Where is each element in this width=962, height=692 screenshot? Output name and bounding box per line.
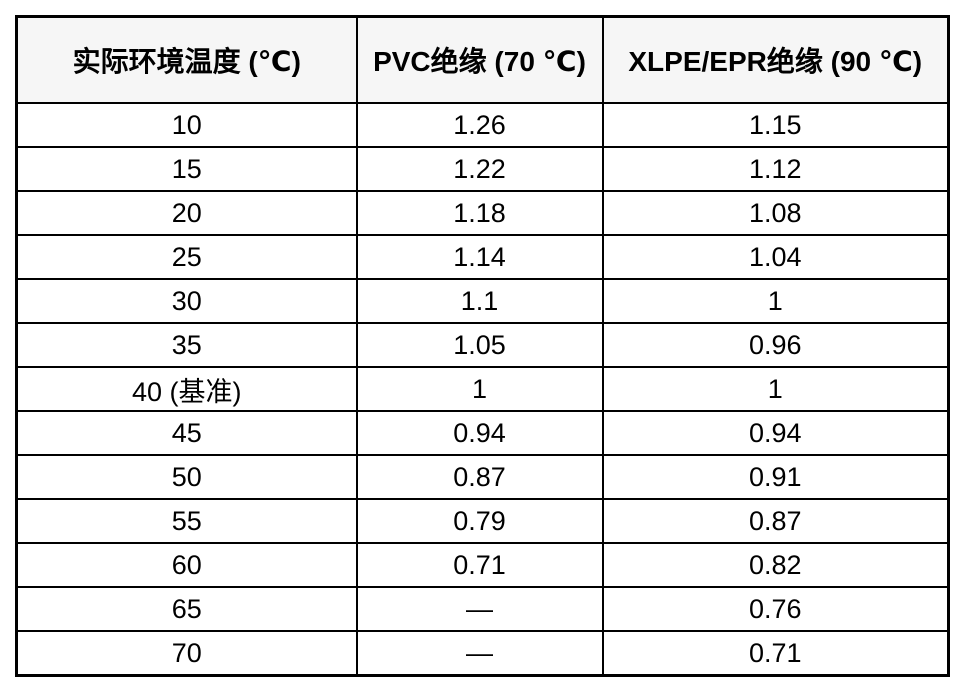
cell-pvc-factor: 1.22: [355, 146, 604, 192]
cell-pvc-factor: —: [355, 586, 604, 632]
table-row: 25 1.14 1.04: [15, 234, 950, 280]
cell-temperature: 55: [15, 498, 358, 544]
table-row: 35 1.05 0.96: [15, 322, 950, 368]
cell-pvc-factor: 1: [355, 366, 604, 412]
cell-temperature: 45: [15, 410, 358, 456]
cell-xlpe-factor: 1.08: [601, 190, 950, 236]
cell-pvc-factor: 0.71: [355, 542, 604, 588]
cell-pvc-factor: 0.87: [355, 454, 604, 500]
table-row-reference: 40 (基准) 1 1: [15, 366, 950, 412]
table-row: 10 1.26 1.15: [15, 102, 950, 148]
cell-temperature: 10: [15, 102, 358, 148]
cell-xlpe-factor: 1.12: [601, 146, 950, 192]
cell-temperature: 70: [15, 630, 358, 677]
table-row: 30 1.1 1: [15, 278, 950, 324]
cell-pvc-factor: 1.18: [355, 190, 604, 236]
table-row: 55 0.79 0.87: [15, 498, 950, 544]
table-row: 70 — 0.71: [15, 630, 950, 677]
cell-temperature: 25: [15, 234, 358, 280]
cell-temperature: 65: [15, 586, 358, 632]
header-xlpe-epr-insulation: XLPE/EPR绝缘 (90 ℃): [601, 15, 950, 104]
cell-temperature: 60: [15, 542, 358, 588]
table-row: 45 0.94 0.94: [15, 410, 950, 456]
cell-pvc-factor: 1.26: [355, 102, 604, 148]
cell-xlpe-factor: 1: [601, 278, 950, 324]
cell-xlpe-factor: 0.96: [601, 322, 950, 368]
cell-xlpe-factor: 1.15: [601, 102, 950, 148]
cell-pvc-factor: 1.1: [355, 278, 604, 324]
cell-xlpe-factor: 1.04: [601, 234, 950, 280]
cell-xlpe-factor: 1: [601, 366, 950, 412]
cell-xlpe-factor: 0.71: [601, 630, 950, 677]
table-header-row: 实际环境温度 (℃) PVC绝缘 (70 ℃) XLPE/EPR绝缘 (90 ℃…: [15, 15, 950, 104]
cell-temperature: 15: [15, 146, 358, 192]
table-row: 15 1.22 1.12: [15, 146, 950, 192]
table-row: 65 — 0.76: [15, 586, 950, 632]
cell-temperature: 35: [15, 322, 358, 368]
table-row: 50 0.87 0.91: [15, 454, 950, 500]
cell-pvc-factor: —: [355, 630, 604, 677]
cell-temperature: 50: [15, 454, 358, 500]
cell-temperature: 40 (基准): [15, 366, 358, 412]
cell-xlpe-factor: 0.91: [601, 454, 950, 500]
cell-pvc-factor: 1.14: [355, 234, 604, 280]
cell-pvc-factor: 1.05: [355, 322, 604, 368]
header-ambient-temperature: 实际环境温度 (℃): [15, 15, 358, 104]
table-row: 60 0.71 0.82: [15, 542, 950, 588]
temperature-correction-table: 实际环境温度 (℃) PVC绝缘 (70 ℃) XLPE/EPR绝缘 (90 ℃…: [15, 15, 950, 677]
cell-pvc-factor: 0.79: [355, 498, 604, 544]
cell-xlpe-factor: 0.87: [601, 498, 950, 544]
header-pvc-insulation: PVC绝缘 (70 ℃): [355, 15, 604, 104]
cell-pvc-factor: 0.94: [355, 410, 604, 456]
cell-xlpe-factor: 0.82: [601, 542, 950, 588]
table-row: 20 1.18 1.08: [15, 190, 950, 236]
cell-temperature: 30: [15, 278, 358, 324]
cell-xlpe-factor: 0.76: [601, 586, 950, 632]
cell-temperature: 20: [15, 190, 358, 236]
cell-xlpe-factor: 0.94: [601, 410, 950, 456]
